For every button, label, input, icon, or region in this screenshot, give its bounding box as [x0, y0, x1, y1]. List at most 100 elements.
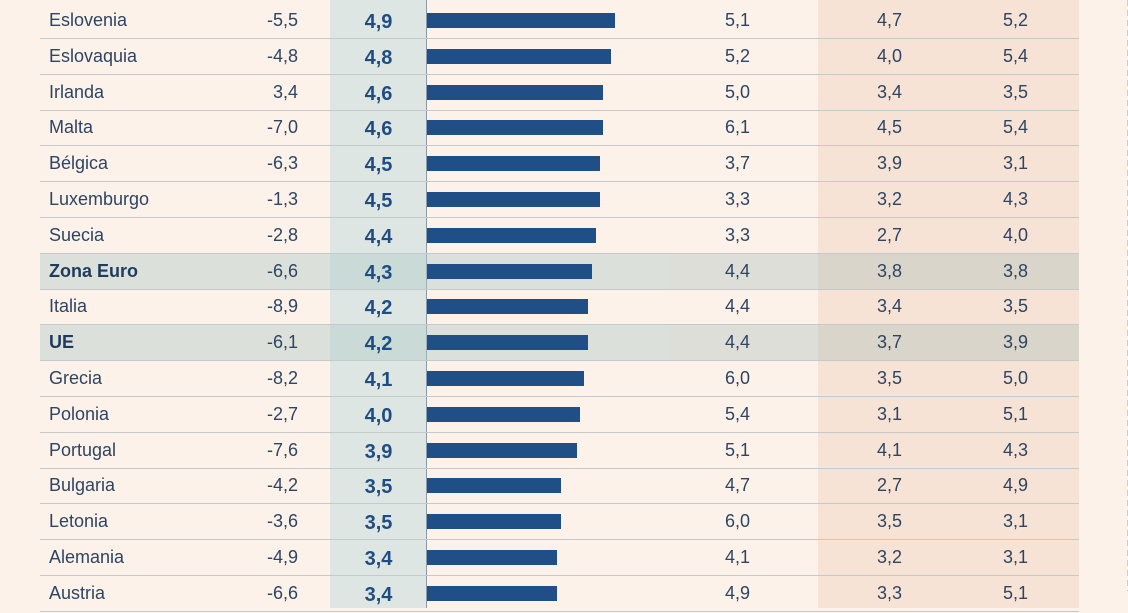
growth-bar [427, 156, 600, 172]
value-2020: -6,1 [266, 332, 298, 353]
row-divider [40, 467, 671, 469]
growth-bar [427, 335, 589, 351]
row-divider [670, 73, 1079, 75]
growth-bar [427, 371, 585, 386]
value-2024: 5,0 [1002, 368, 1028, 388]
growth-bar [427, 227, 596, 243]
row-divider [670, 431, 1079, 433]
value-2022: 5,1 [724, 439, 750, 460]
country-name: Bélgica [49, 153, 109, 174]
row-highlight-right [670, 253, 1079, 289]
country-name: Malta [49, 117, 94, 138]
value-2022: 4,4 [724, 332, 750, 353]
row-divider [40, 396, 671, 397]
value-2024: 3,8 [1002, 260, 1028, 281]
row-divider [670, 145, 1079, 147]
value-2022: 6,0 [724, 511, 750, 532]
table-row: Malta -7,0 4,6 6,1 4,5 5,4 [0, 110, 1128, 147]
growth-bar [427, 478, 562, 494]
value-2024: 4,3 [1002, 439, 1028, 460]
table-row: Bulgaria -4,2 3,5 4,7 2,7 4,9 [0, 468, 1128, 505]
value-2020: -8,2 [266, 368, 298, 388]
value-2021: 4,6 [364, 118, 393, 141]
row-divider [40, 575, 671, 576]
value-2024: 5,1 [1002, 403, 1028, 424]
value-2024: 3,1 [1002, 547, 1028, 567]
country-name: Grecia [49, 368, 103, 388]
value-2024: 5,2 [1002, 10, 1028, 30]
row-divider [670, 109, 1079, 111]
value-2020: -1,3 [266, 189, 298, 209]
value-2023: 3,2 [876, 547, 902, 567]
row-divider [670, 610, 1079, 612]
row-divider [670, 467, 1079, 469]
value-2022: 3,3 [724, 189, 750, 209]
value-2021: 4,6 [364, 82, 393, 105]
column-forecast-background [818, 0, 1079, 608]
value-2024: 3,1 [1002, 511, 1028, 532]
row-divider [670, 217, 1079, 218]
value-2024: 3,5 [1002, 296, 1028, 317]
value-2020: -4,2 [266, 475, 298, 496]
country-name: Austria [49, 582, 106, 603]
table-row: Irlanda 3,4 4,6 5,0 3,4 3,5 [0, 75, 1128, 111]
value-2023: 3,7 [876, 332, 902, 353]
row-divider [40, 288, 671, 290]
value-2021: 4,8 [364, 46, 393, 69]
value-2021: 3,4 [364, 583, 393, 606]
country-name: Letonia [49, 511, 109, 532]
value-2021: 4,9 [364, 11, 393, 33]
value-2020: -6,6 [266, 582, 298, 603]
country-name: Eslovaquia [49, 45, 138, 66]
table-row: Italia -8,9 4,2 4,4 3,4 3,5 [0, 289, 1128, 326]
value-2020: -8,9 [266, 296, 298, 317]
row-divider [670, 360, 1079, 362]
growth-bar [427, 299, 589, 315]
table-row: UE -6,1 4,2 4,4 3,7 3,9 [0, 325, 1128, 362]
value-2021: 4,1 [364, 369, 393, 391]
table-row: Bélgica -6,3 4,5 3,7 3,9 3,1 [0, 146, 1128, 183]
row-highlight-right [670, 325, 1079, 361]
value-2021: 4,2 [364, 297, 393, 320]
value-2020: 3,4 [272, 81, 298, 102]
growth-bar [427, 48, 612, 64]
value-2020: -4,9 [266, 547, 298, 567]
row-divider [40, 145, 671, 147]
growth-bar [427, 406, 581, 422]
growth-bar [427, 550, 558, 565]
value-2022: 3,7 [724, 153, 750, 174]
column-2021-background [330, 0, 427, 608]
value-2021: 3,5 [364, 512, 393, 535]
value-2023: 3,3 [876, 582, 902, 603]
value-2024: 4,9 [1002, 475, 1028, 496]
value-2023: 3,5 [876, 368, 902, 388]
value-2020: -2,7 [266, 403, 298, 424]
value-2022: 4,9 [724, 582, 750, 603]
row-divider [670, 575, 1079, 576]
value-2023: 3,9 [876, 153, 902, 174]
value-2023: 3,4 [876, 81, 902, 102]
row-divider [40, 181, 671, 183]
growth-bar [427, 585, 558, 601]
table-row: Polonia -2,7 4,0 5,4 3,1 5,1 [0, 397, 1128, 433]
value-2022: 5,2 [724, 45, 750, 66]
row-divider [40, 252, 671, 254]
value-2020: -7,0 [266, 117, 298, 138]
country-name: Alemania [49, 547, 125, 567]
value-2023: 4,0 [876, 45, 902, 66]
value-2021: 4,0 [364, 404, 393, 427]
country-name: Portugal [49, 439, 117, 460]
country-name: Eslovenia [49, 10, 128, 30]
value-2023: 4,7 [876, 10, 902, 30]
growth-bar [427, 263, 592, 279]
country-name: Polonia [49, 403, 110, 424]
value-2021: 4,5 [364, 190, 393, 212]
value-2023: 3,1 [876, 403, 902, 424]
growth-bar [427, 120, 604, 136]
value-2022: 4,7 [724, 475, 750, 496]
value-2024: 5,4 [1002, 45, 1028, 66]
value-2021: 4,4 [364, 225, 393, 248]
row-divider [40, 38, 671, 39]
value-2021: 3,9 [364, 440, 393, 463]
country-name: UE [49, 332, 75, 353]
